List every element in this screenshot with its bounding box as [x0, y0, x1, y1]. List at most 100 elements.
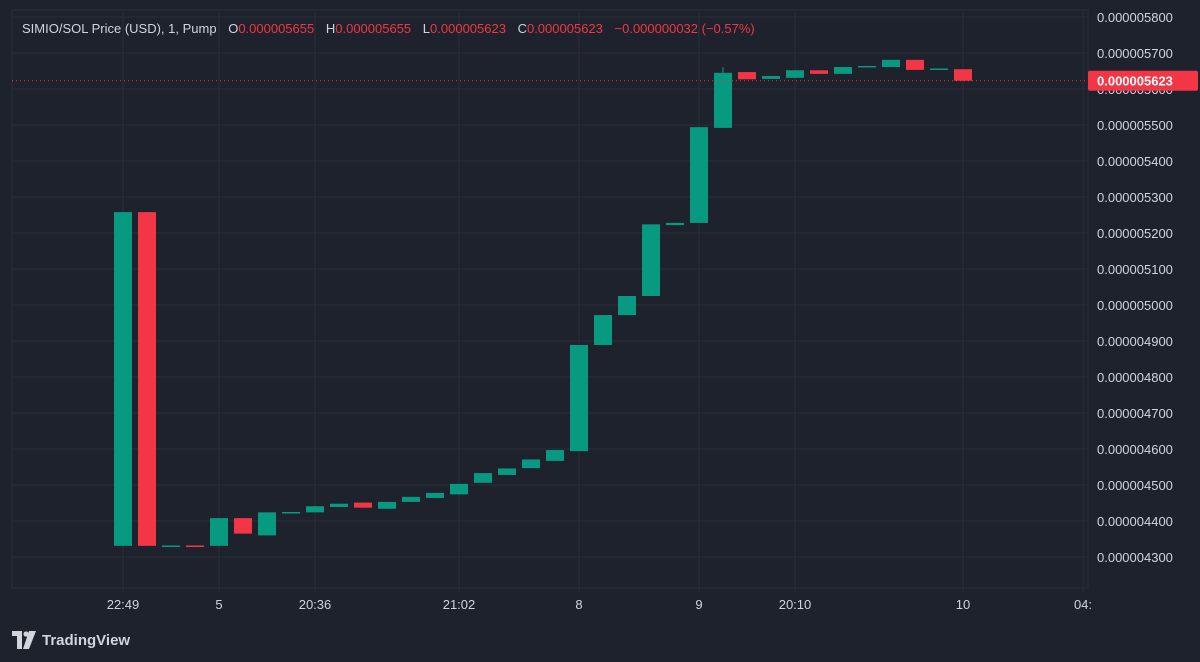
candle-body — [402, 496, 420, 502]
candle-up — [618, 296, 636, 316]
candle-up — [642, 224, 660, 296]
candle-down — [954, 69, 972, 81]
price-tick-label: 0.000005800 — [1097, 10, 1173, 25]
candle-down — [138, 212, 156, 546]
candle-up — [378, 501, 396, 509]
tradingview-footer[interactable]: TradingView — [12, 631, 130, 649]
candle-body — [498, 468, 516, 475]
candle-body — [450, 483, 468, 495]
candle-up — [858, 65, 876, 68]
last-price-label: 0.000005623 — [1097, 74, 1173, 89]
candle-up — [258, 512, 276, 536]
time-tick-label: 21:02 — [443, 597, 476, 612]
candle-body — [186, 545, 204, 547]
candle-body — [954, 69, 972, 81]
candle-body — [786, 70, 804, 78]
open-label: O — [228, 21, 239, 36]
candle-up — [498, 468, 516, 475]
candle-body — [570, 344, 588, 452]
candle-up — [474, 473, 492, 483]
change-value: −0.000000032 (−0.57%) — [614, 21, 755, 36]
price-tick-label: 0.000004500 — [1097, 478, 1173, 493]
candles — [114, 59, 972, 547]
price-tick-label: 0.000005000 — [1097, 298, 1173, 313]
candle-down — [738, 72, 756, 80]
candle-up — [402, 496, 420, 502]
symbol-label[interactable]: SIMIO/SOL Price (USD), 1, Pump — [22, 21, 217, 36]
candle-down — [810, 70, 828, 74]
open-value: 0.000005655 — [238, 21, 315, 36]
plot-frame — [11, 9, 1089, 589]
candle-body — [930, 68, 948, 70]
candle-body — [762, 76, 780, 79]
close-label: C — [517, 21, 527, 36]
candle-up — [306, 506, 324, 513]
tradingview-logo-icon — [12, 631, 36, 649]
candle-down — [186, 545, 204, 547]
time-tick-label: 10 — [956, 597, 970, 612]
candle-body — [282, 512, 300, 514]
candle-body — [522, 459, 540, 469]
candle-body — [594, 315, 612, 345]
time-tick-label: 04: — [1074, 597, 1092, 612]
price-axis[interactable]: 0.000004300 0.000004400 0.000004500 0.00000… — [1097, 10, 1173, 565]
tradingview-brand: TradingView — [42, 631, 131, 649]
candle-body — [234, 518, 252, 534]
candle-down — [906, 59, 924, 70]
price-tick-label: 0.000004900 — [1097, 334, 1173, 349]
low-value: 0.000005623 — [430, 21, 506, 36]
time-tick-label: 22:49 — [107, 597, 140, 612]
price-tick-label: 0.000005300 — [1097, 190, 1173, 205]
close-value: 0.000005623 — [526, 21, 603, 36]
high-value: 0.000005655 — [335, 21, 412, 36]
candle-body — [882, 59, 900, 68]
candle-up — [282, 512, 300, 514]
candle-up — [666, 222, 684, 226]
candle-body — [906, 59, 924, 70]
price-tick-label: 0.000005200 — [1097, 226, 1173, 241]
price-tick-label: 0.000004600 — [1097, 442, 1173, 457]
candle-up — [162, 545, 180, 547]
candle-up — [522, 459, 540, 469]
candle-up — [330, 503, 348, 507]
candle-body — [642, 224, 660, 296]
candle-up — [882, 59, 900, 68]
candle-body — [330, 503, 348, 507]
last-price-badge — [1088, 70, 1198, 91]
candle-body — [474, 473, 492, 483]
candle-up — [570, 344, 588, 452]
candle-body — [546, 450, 564, 461]
last-price-marker: 0.000005623 — [12, 70, 1198, 91]
candle-up — [762, 76, 780, 79]
candle-body — [354, 502, 372, 508]
time-tick-label: 5 — [215, 597, 222, 612]
candle-up — [450, 483, 468, 495]
candle-up — [210, 518, 228, 546]
candle-body — [138, 212, 156, 546]
candle-up — [930, 68, 948, 70]
candle-body — [162, 545, 180, 547]
candle-body — [618, 296, 636, 316]
time-tick-label: 8 — [575, 597, 582, 612]
candle-up — [690, 127, 708, 223]
price-tick-label: 0.000005400 — [1097, 154, 1173, 169]
ohlc-legend: SIMIO/SOL Price (USD), 1, Pump O0.000005… — [22, 21, 755, 36]
candle-body — [378, 501, 396, 509]
price-tick-label: 0.000004400 — [1097, 514, 1173, 529]
price-tick-label: 0.000004300 — [1097, 550, 1173, 565]
candle-up — [714, 67, 732, 128]
candle-body — [210, 518, 228, 546]
price-tick-label: 0.000005500 — [1097, 118, 1173, 133]
high-label: H — [325, 21, 336, 36]
time-tick-label: 9 — [695, 597, 702, 612]
candle-body — [306, 506, 324, 513]
candle-body — [714, 72, 732, 128]
price-tick-label: 0.000004700 — [1097, 406, 1173, 421]
candle-body — [738, 72, 756, 80]
candle-body — [114, 212, 132, 546]
candle-body — [810, 70, 828, 74]
candle-up — [786, 70, 804, 78]
time-tick-label: 20:10 — [779, 597, 812, 612]
time-axis[interactable]: 22:49 5 20:36 21:02 8 9 20:10 10 04: — [107, 588, 1092, 612]
